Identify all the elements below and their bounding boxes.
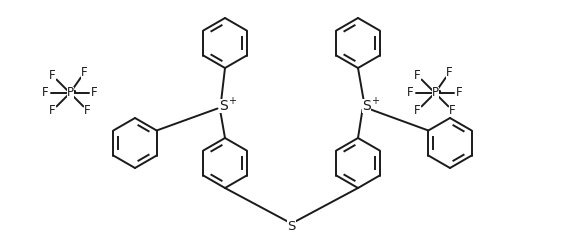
Text: F: F [84, 104, 90, 117]
Text: F: F [415, 69, 421, 82]
Text: P: P [66, 87, 73, 99]
Text: F: F [50, 69, 56, 82]
Text: F: F [407, 87, 414, 99]
Text: F: F [415, 104, 421, 117]
Text: F: F [42, 87, 49, 99]
Text: F: F [449, 104, 456, 117]
Text: +: + [371, 96, 380, 106]
Text: F: F [456, 87, 463, 99]
Text: S: S [287, 219, 296, 233]
Text: S: S [219, 99, 228, 113]
Text: F: F [50, 104, 56, 117]
Text: F: F [446, 66, 452, 79]
Text: P: P [431, 87, 438, 99]
Text: F: F [91, 87, 98, 99]
Text: S: S [362, 99, 371, 113]
Text: F: F [80, 66, 87, 79]
Text: +: + [229, 96, 237, 106]
